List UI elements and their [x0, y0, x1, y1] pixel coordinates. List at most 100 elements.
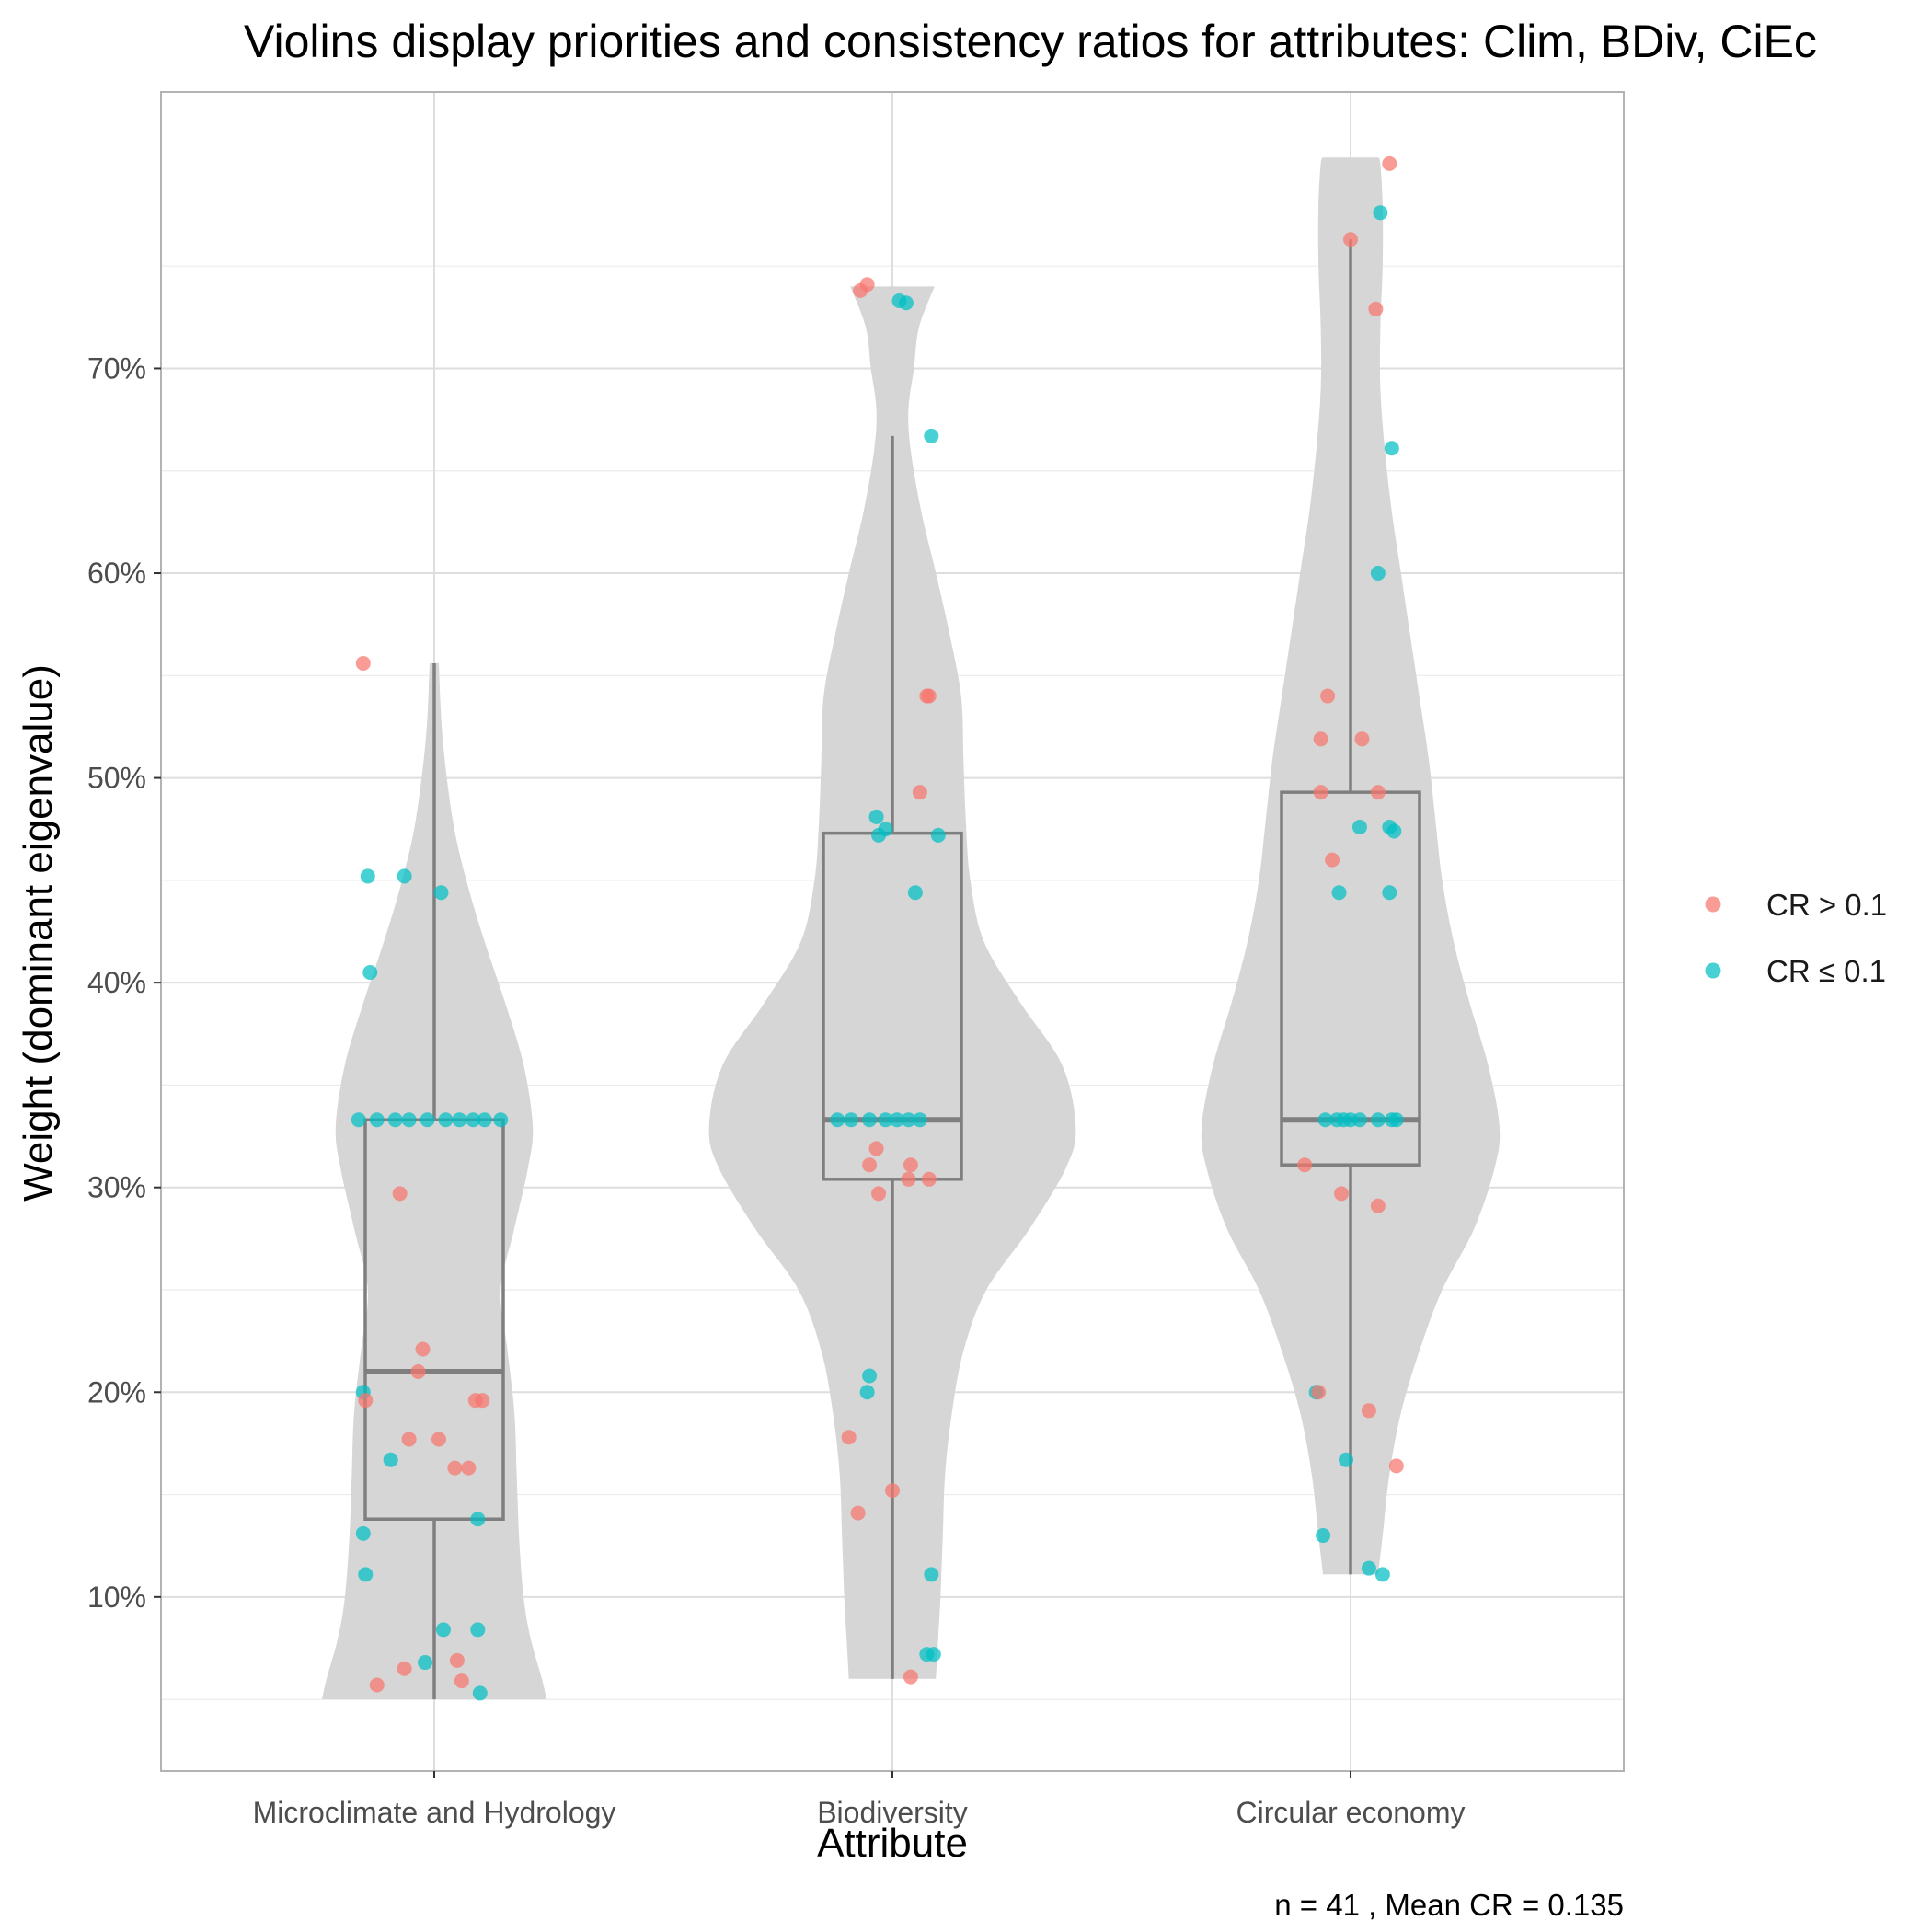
data-point	[862, 1157, 878, 1173]
data-point	[1334, 1186, 1350, 1202]
data-point	[1370, 1198, 1386, 1213]
data-point	[493, 1112, 509, 1128]
data-point	[901, 1112, 916, 1128]
data-point	[1297, 1157, 1313, 1173]
y-axis-title: Weight (dominant eigenvalue)	[16, 664, 61, 1202]
data-point	[1313, 785, 1328, 800]
x-axis-title: Attribute	[817, 1821, 968, 1866]
data-point	[1374, 1567, 1390, 1582]
x-tick-label: Biodiversity	[817, 1796, 968, 1829]
data-point	[903, 1157, 918, 1173]
data-point	[841, 1430, 857, 1445]
data-point	[362, 965, 378, 981]
data-point	[1351, 1112, 1367, 1128]
data-point	[1351, 819, 1367, 834]
data-point	[410, 1364, 426, 1380]
data-point	[433, 885, 449, 901]
data-point	[871, 827, 887, 843]
data-point	[850, 1505, 866, 1521]
data-point	[1370, 785, 1386, 800]
legend: CR > 0.1 CR ≤ 0.1	[1705, 888, 1887, 988]
data-point	[907, 885, 923, 901]
data-point	[369, 1112, 385, 1128]
data-point	[868, 809, 884, 824]
data-point	[387, 1112, 403, 1128]
data-point	[1343, 232, 1358, 247]
data-point	[859, 277, 875, 293]
data-point	[1311, 1385, 1327, 1400]
legend-key-low	[1705, 962, 1721, 979]
data-point	[358, 1393, 374, 1409]
data-point	[1339, 1452, 1354, 1467]
chart-title: Violins display priorities and consisten…	[244, 16, 1817, 67]
data-point	[903, 1669, 918, 1685]
data-point	[921, 1171, 937, 1187]
data-point	[355, 1525, 371, 1541]
data-point	[1382, 155, 1397, 171]
data-point	[397, 1661, 412, 1676]
data-point	[383, 1452, 398, 1467]
data-point	[844, 1112, 859, 1128]
data-point	[885, 1483, 900, 1499]
data-point	[1386, 823, 1402, 839]
data-point	[461, 1460, 477, 1476]
data-point	[420, 1112, 435, 1128]
data-point	[369, 1677, 385, 1693]
data-point	[1331, 885, 1347, 901]
data-point	[878, 1112, 893, 1128]
y-tick-label: 30%	[87, 1171, 146, 1204]
data-point	[454, 1673, 469, 1689]
data-point	[435, 1622, 451, 1638]
plot-area: 10% 20% 30% 40% 50% 60% 70% Microclimate and Hy…	[87, 91, 1625, 1829]
violin-2	[1201, 157, 1501, 1575]
data-point	[438, 1112, 454, 1128]
data-point	[1320, 688, 1336, 704]
data-point	[1373, 205, 1388, 221]
data-point	[392, 1186, 408, 1202]
y-tick-label: 50%	[87, 762, 146, 795]
data-point	[926, 1647, 941, 1662]
data-point	[862, 1112, 878, 1128]
data-point	[470, 1622, 486, 1638]
data-point	[1325, 852, 1340, 868]
data-point	[447, 1460, 463, 1476]
data-point	[889, 1112, 904, 1128]
data-point	[397, 868, 412, 884]
data-point	[452, 1112, 467, 1128]
data-point	[924, 1567, 939, 1582]
data-point	[1384, 441, 1399, 456]
x-tick-label: Circular economy	[1236, 1796, 1466, 1829]
y-tick-label: 20%	[87, 1375, 146, 1409]
data-point	[830, 1112, 845, 1128]
data-point	[466, 1112, 481, 1128]
violin-0	[322, 662, 546, 1700]
data-point	[1370, 566, 1386, 581]
data-point	[901, 1171, 916, 1187]
y-tick-label: 60%	[87, 557, 146, 590]
data-point	[924, 428, 939, 443]
data-point	[1388, 1458, 1404, 1474]
data-point	[1316, 1528, 1331, 1544]
y-tick-label: 40%	[87, 966, 146, 999]
data-point	[898, 295, 914, 311]
chart-caption: n = 41 , Mean CR = 0.135	[1274, 1888, 1624, 1922]
data-point	[470, 1512, 486, 1527]
data-point	[912, 785, 927, 800]
y-tick-label: 70%	[87, 351, 146, 385]
data-point	[358, 1567, 374, 1582]
data-point	[477, 1112, 492, 1128]
data-point	[1317, 1112, 1333, 1128]
data-point	[1313, 731, 1328, 747]
data-point	[859, 1385, 875, 1400]
data-point	[1388, 1112, 1404, 1128]
legend-key-high	[1705, 896, 1721, 913]
data-point	[868, 1141, 884, 1156]
data-point	[1361, 1403, 1376, 1419]
box-1	[822, 831, 963, 1181]
data-point	[1370, 1112, 1386, 1128]
data-point	[1382, 885, 1397, 901]
y-tick-label: 10%	[87, 1581, 146, 1614]
data-point	[862, 1368, 878, 1384]
data-point	[401, 1432, 417, 1447]
data-point	[1361, 1560, 1376, 1576]
